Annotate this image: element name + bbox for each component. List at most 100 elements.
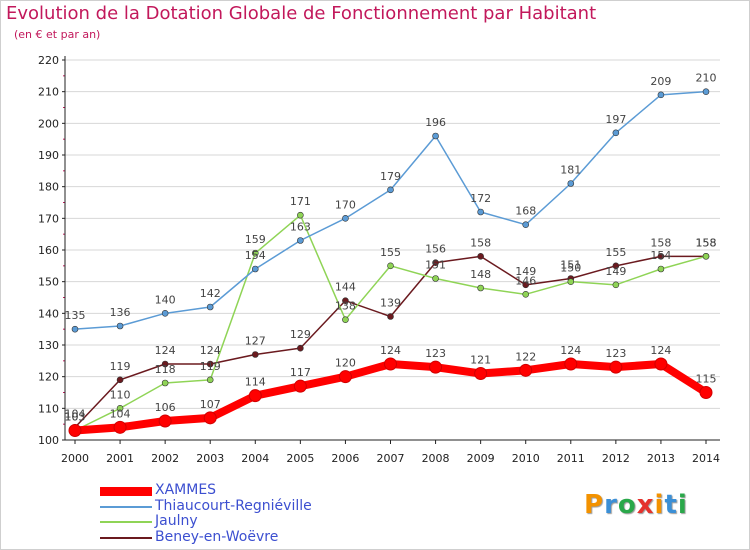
data-label-jaulny: 155 (380, 246, 401, 259)
data-label-thiaucourt-regni-ville: 136 (110, 306, 131, 319)
x-tick-label: 2010 (512, 452, 540, 465)
data-point-xammes (338, 370, 352, 384)
data-label-thiaucourt-regni-ville: 196 (425, 116, 446, 129)
data-label-beney-en-wo-vre: 151 (560, 259, 581, 272)
data-point-jaulny (116, 405, 124, 412)
data-label-thiaucourt-regni-ville: 210 (696, 72, 717, 85)
data-point-jaulny (432, 275, 439, 282)
x-tick-label: 2008 (422, 452, 450, 465)
data-label-thiaucourt-regni-ville: 172 (470, 192, 491, 205)
y-tick-label: 120 (38, 371, 59, 384)
data-label-jaulny: 149 (605, 265, 626, 278)
data-label-thiaucourt-regni-ville: 142 (200, 287, 221, 300)
x-tick-label: 2002 (151, 452, 179, 465)
data-point-beney-en-wo-vre (522, 281, 530, 289)
data-label-beney-en-wo-vre: 158 (650, 236, 671, 249)
data-label-thiaucourt-regni-ville: 209 (650, 75, 671, 88)
data-label-jaulny: 154 (650, 249, 671, 262)
data-label-thiaucourt-regni-ville: 170 (335, 198, 356, 211)
data-label-xammes: 124 (560, 344, 581, 357)
y-tick-label: 110 (38, 402, 59, 415)
data-label-xammes: 106 (155, 401, 176, 414)
data-point-jaulny (297, 211, 304, 219)
data-point-jaulny (657, 265, 665, 273)
data-label-thiaucourt-regni-ville: 181 (560, 164, 581, 177)
y-tick-label: 100 (38, 434, 59, 447)
data-point-jaulny (342, 316, 349, 323)
y-tick-label: 200 (38, 117, 59, 130)
data-label-beney-en-wo-vre: 127 (245, 335, 266, 348)
data-point-thiaucourt-regni-ville (567, 180, 575, 187)
data-label-xammes: 114 (245, 376, 266, 389)
data-label-jaulny: 158 (696, 236, 717, 249)
data-point-thiaucourt-regni-ville (702, 88, 710, 95)
data-label-xammes: 124 (650, 344, 671, 357)
data-point-beney-en-wo-vre (387, 313, 394, 320)
proxiti-logo: Proxiti (584, 490, 688, 520)
data-label-beney-en-wo-vre: 158 (470, 236, 491, 249)
data-label-beney-en-wo-vre: 156 (425, 243, 446, 256)
data-label-beney-en-wo-vre: 155 (605, 246, 626, 259)
data-point-xammes (203, 411, 217, 425)
data-point-xammes (429, 360, 443, 374)
x-tick-label: 2006 (331, 452, 359, 465)
data-point-beney-en-wo-vre (116, 376, 124, 384)
data-label-beney-en-wo-vre: 124 (155, 344, 176, 357)
data-point-jaulny (702, 253, 710, 260)
data-point-thiaucourt-regni-ville (342, 215, 349, 222)
data-label-jaulny: 110 (110, 388, 131, 401)
data-point-jaulny (612, 281, 620, 289)
x-tick-label: 2003 (196, 452, 224, 465)
data-label-xammes: 117 (290, 366, 311, 379)
data-label-xammes: 104 (110, 407, 131, 420)
data-label-beney-en-wo-vre: 139 (380, 297, 401, 310)
data-point-xammes (609, 360, 623, 374)
legend-swatch (100, 486, 152, 496)
data-label-thiaucourt-regni-ville: 168 (515, 205, 536, 218)
data-point-jaulny (251, 249, 259, 257)
data-point-jaulny (477, 284, 484, 292)
data-label-xammes: 122 (515, 350, 536, 363)
data-point-xammes (158, 414, 172, 428)
data-label-jaulny: 148 (470, 268, 491, 281)
data-point-jaulny (522, 291, 530, 298)
data-point-thiaucourt-regni-ville (161, 310, 169, 317)
data-label-thiaucourt-regni-ville: 197 (605, 113, 626, 126)
data-point-jaulny (206, 376, 214, 384)
legend-swatch (100, 521, 152, 523)
data-label-xammes: 103 (65, 411, 86, 424)
data-label-thiaucourt-regni-ville: 179 (380, 170, 401, 183)
data-label-beney-en-wo-vre: 144 (335, 281, 356, 294)
data-label-jaulny: 159 (245, 233, 266, 246)
data-label-beney-en-wo-vre: 149 (515, 265, 536, 278)
legend-swatch (100, 536, 152, 539)
data-point-jaulny (161, 379, 169, 387)
data-label-thiaucourt-regni-ville: 163 (290, 221, 311, 234)
legend-label: XAMMES (155, 482, 217, 498)
y-tick-label: 190 (38, 149, 59, 162)
data-label-jaulny: 118 (155, 363, 176, 376)
data-label-thiaucourt-regni-ville: 140 (155, 293, 176, 306)
data-point-beney-en-wo-vre (657, 253, 665, 260)
data-label-jaulny: 150 (560, 262, 581, 275)
data-label-xammes: 123 (425, 347, 446, 360)
data-label-jaulny: 103 (65, 411, 86, 424)
data-point-xammes (519, 363, 533, 377)
x-tick-label: 2007 (377, 452, 405, 465)
x-tick-label: 2014 (692, 452, 720, 465)
data-point-thiaucourt-regni-ville (612, 129, 620, 137)
data-label-beney-en-wo-vre: 124 (200, 344, 221, 357)
y-tick-label: 220 (38, 54, 59, 67)
data-point-thiaucourt-regni-ville (657, 91, 665, 99)
data-label-jaulny: 138 (335, 300, 356, 313)
data-point-jaulny (567, 278, 575, 285)
legend-label: Jaulny (155, 513, 198, 529)
data-point-thiaucourt-regni-ville (71, 325, 79, 333)
y-tick-label: 160 (38, 244, 59, 257)
axes: 100 110 120 130 140 150 160 170 180 190 200 210 220 2… (38, 54, 720, 465)
data-point-beney-en-wo-vre (161, 360, 169, 368)
data-point-beney-en-wo-vre (342, 297, 349, 304)
data-label-thiaucourt-regni-ville: 135 (65, 309, 86, 322)
x-tick-label: 2000 (61, 452, 89, 465)
x-tick-label: 2012 (602, 452, 630, 465)
